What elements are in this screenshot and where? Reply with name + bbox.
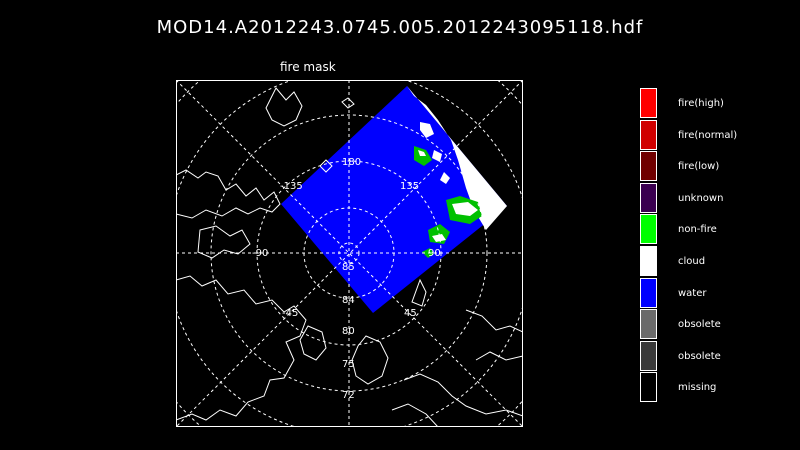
legend-swatch: [640, 119, 657, 150]
legend-swatch: [640, 309, 657, 340]
lon-label-neg135: -135: [280, 181, 303, 192]
coastlines: [176, 87, 523, 427]
legend-label: unknown: [678, 192, 724, 204]
legend-label: missing: [678, 382, 717, 394]
legend-swatch: [640, 182, 657, 213]
water-swath: [281, 86, 507, 313]
lon-label-90: 90: [428, 248, 441, 259]
legend-swatch: [640, 88, 657, 118]
lon-label-180: 180: [342, 157, 361, 168]
legend-label: fire(low): [678, 161, 720, 173]
page-title: MOD14.A2012243.0745.005.2012243095118.hd…: [156, 17, 644, 38]
legend-label: non-fire: [678, 224, 717, 236]
cloud-area: [407, 86, 507, 230]
legend-label: fire(high): [678, 98, 724, 109]
meridians: [176, 80, 523, 427]
lat-label-80: 80: [342, 326, 355, 337]
lon-label-neg90: -90: [252, 248, 268, 259]
polar-map: 180 135 -135 45 -45 -90 90 85 84 80 75 7…: [176, 80, 523, 427]
legend-label: water: [678, 287, 707, 299]
legend-label: cloud: [678, 256, 706, 267]
legend-swatch: [640, 214, 657, 245]
lon-label-45: 45: [404, 308, 417, 319]
map-subtitle: fire mask: [280, 60, 336, 74]
map-frame: [176, 80, 523, 427]
legend-swatch: [640, 277, 657, 308]
lat-label-72: 72: [342, 390, 355, 401]
legend-swatch: [640, 246, 657, 276]
legend-label: obsolete: [678, 350, 721, 362]
legend-label: fire(normal): [678, 129, 738, 141]
lon-label-135: 135: [400, 181, 419, 192]
land-non-fire: [414, 146, 482, 258]
legend-label: obsolete: [678, 319, 721, 331]
legend-swatch: [640, 151, 657, 182]
color-legend: fire(high) fire(normal) fire(low) unknown no…: [640, 88, 760, 406]
legend-swatch: [640, 340, 657, 371]
lon-label-neg45: -45: [282, 308, 298, 319]
polar-map-canvas: 180 135 -135 45 -45 -90 90 85 84 80 75 7…: [176, 80, 523, 427]
lat-label-75: 75: [342, 359, 355, 370]
lat-label-85: 85: [342, 262, 355, 273]
cloud-fragments: [420, 122, 450, 184]
lat-label-84: 84: [342, 295, 355, 306]
legend-swatch: [640, 372, 657, 403]
